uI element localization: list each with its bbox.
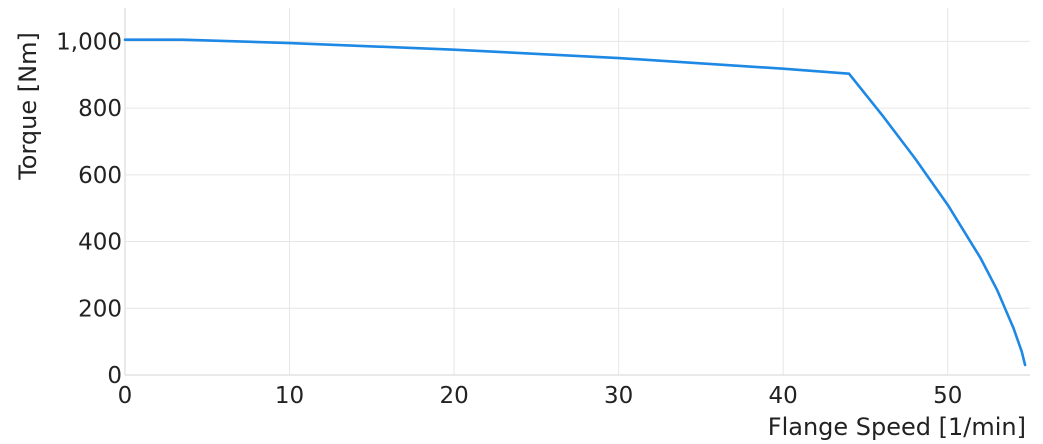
x-axis-title: Flange Speed [1/min]: [768, 413, 1026, 441]
y-tick-label: 0: [107, 363, 122, 389]
x-tick-label: 20: [439, 383, 468, 409]
y-axis-title: Torque [Nm]: [14, 32, 42, 181]
y-tick-label: 1,000: [56, 29, 122, 55]
grid: [125, 8, 1030, 375]
x-tick-label: 10: [275, 383, 304, 409]
series-layer: [123, 38, 1027, 367]
tick-labels: 0 10 20 30 40 50 0 200 400 600 800 1,000: [56, 29, 962, 409]
x-tick-label: 50: [933, 383, 962, 409]
y-tick-label: 400: [78, 230, 122, 256]
x-tick-label: 30: [604, 383, 633, 409]
y-tick-label: 800: [78, 96, 122, 122]
y-tick-label: 200: [78, 296, 122, 322]
x-tick-label: 40: [769, 383, 798, 409]
torque-series-line: [123, 38, 1027, 367]
y-tick-label: 600: [78, 163, 122, 189]
x-tick-label: 0: [118, 383, 133, 409]
axes: [124, 8, 1030, 376]
